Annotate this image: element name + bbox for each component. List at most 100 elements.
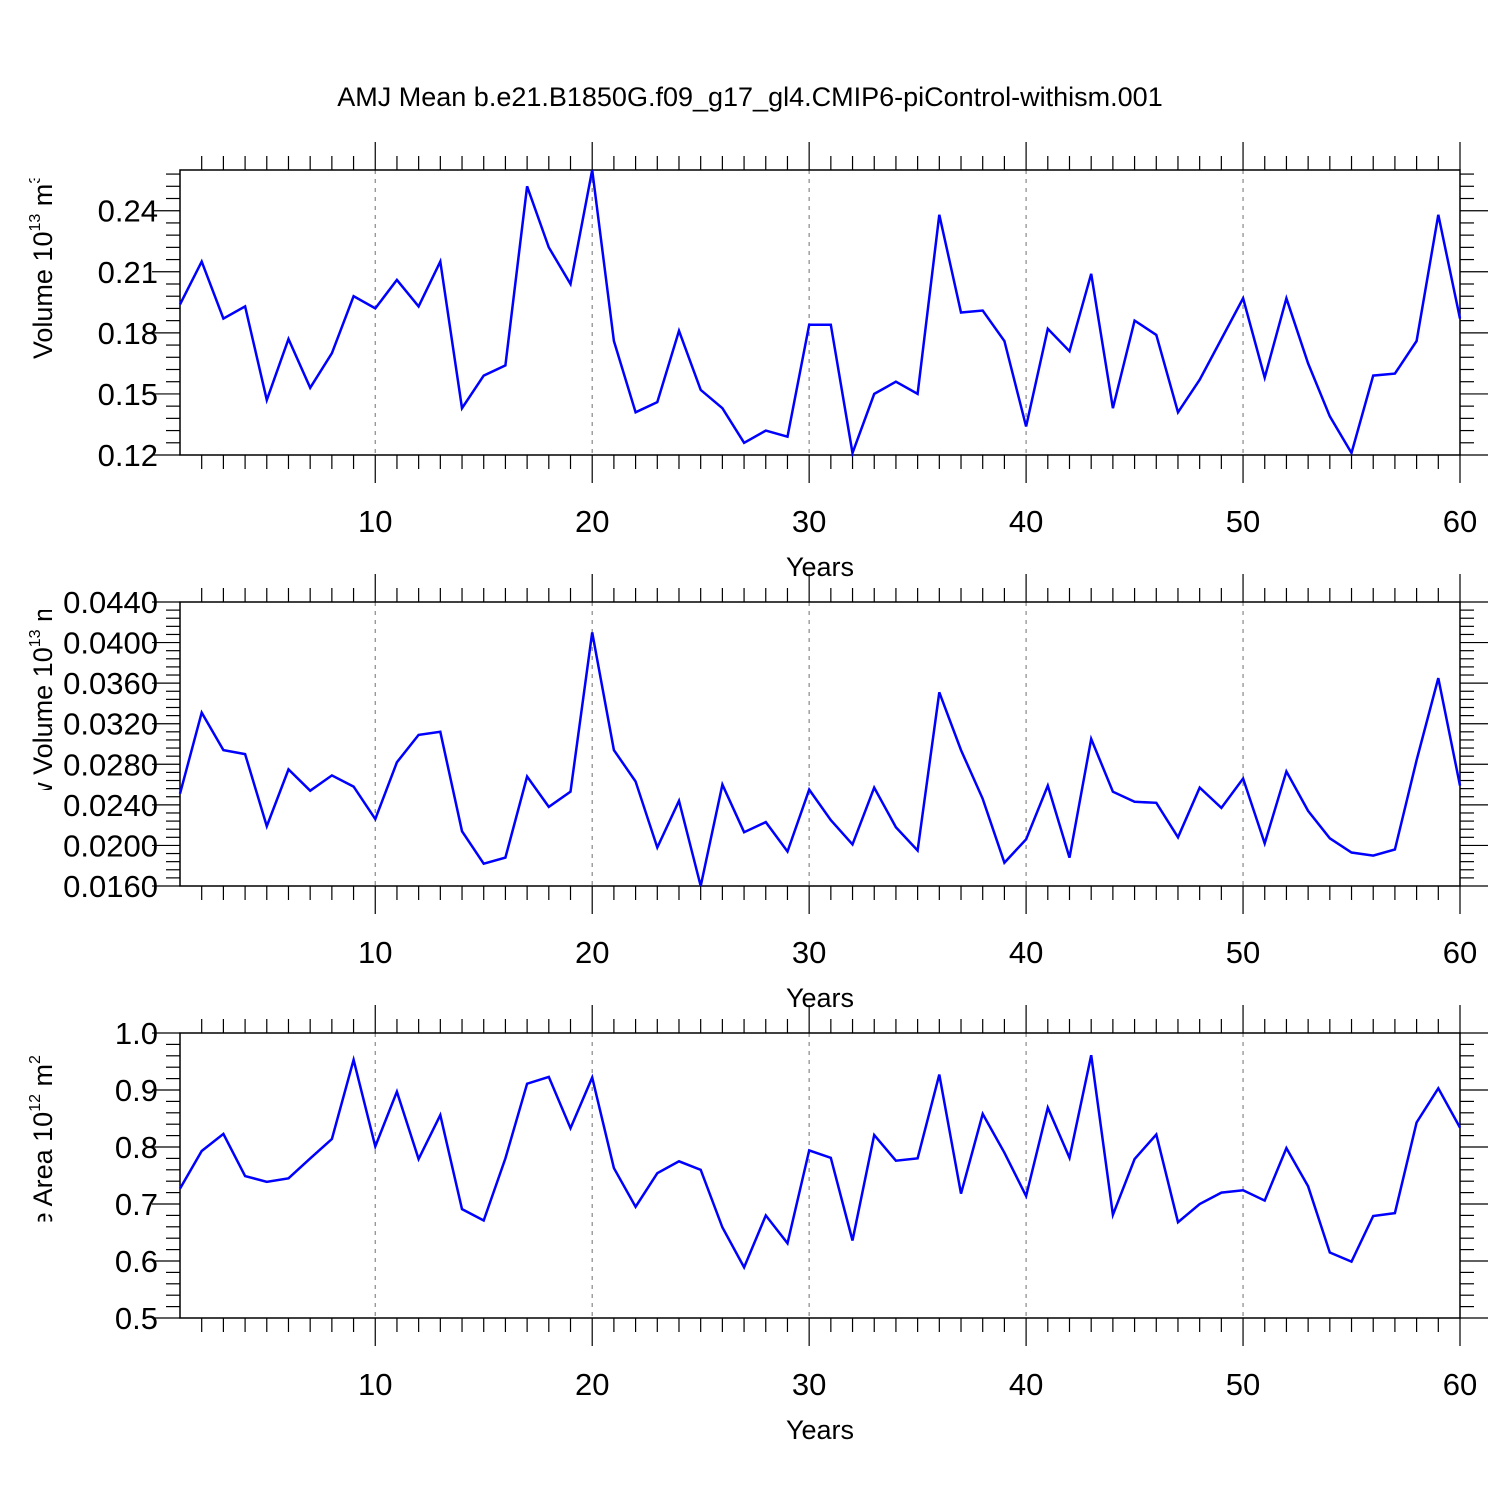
data-point (1286, 1147, 1288, 1149)
data-point (765, 430, 767, 432)
x-tick-label: 40 (1009, 1367, 1043, 1402)
data-point (591, 1077, 593, 1079)
data-point (309, 790, 311, 792)
data-point (873, 393, 875, 395)
data-point (244, 1175, 246, 1177)
y-tick-label: 0.0160 (63, 869, 158, 904)
data-point (483, 1220, 485, 1222)
data-point (1134, 320, 1136, 322)
data-point (461, 830, 463, 832)
data-point (505, 857, 507, 859)
data-point (678, 800, 680, 802)
data-point (1416, 1122, 1418, 1124)
data-point (939, 691, 941, 693)
y-tick-label: 0.0440 (63, 585, 158, 620)
data-point (787, 436, 789, 438)
y-tick-label: 0.5 (115, 1301, 158, 1336)
y-tick-label: 0.0360 (63, 666, 158, 701)
data-point (179, 793, 181, 795)
x-axis-label: Years (786, 552, 854, 582)
panel-3: 10 20 30 40 50 60 0.5 0.6 0.7 0.8 0.9 1.0 Years GIN I… (27, 1005, 1488, 1445)
data-point (700, 1169, 702, 1171)
x-tick-label: 20 (575, 1367, 609, 1402)
data-point (1221, 1192, 1223, 1194)
data-point (1025, 426, 1027, 428)
data-point (743, 442, 745, 444)
x-tick-label: 60 (1443, 935, 1477, 970)
data-point (1394, 1212, 1396, 1214)
data-point (635, 781, 637, 783)
data-point (613, 340, 615, 342)
data-point (396, 279, 398, 281)
data-point (179, 304, 181, 306)
data-point (743, 831, 745, 833)
data-point (418, 734, 420, 736)
data-point (960, 312, 962, 314)
data-point (830, 324, 832, 326)
data-point (1329, 838, 1331, 840)
data-point (787, 1243, 789, 1245)
panel-2: 10 20 30 40 50 60 0.0160 0.0200 0.0240 0.0280 0.03… (27, 574, 1488, 1013)
data-point (374, 308, 376, 310)
data-point (1090, 738, 1092, 740)
data-point (678, 330, 680, 332)
x-tick-label: 20 (575, 504, 609, 539)
data-point (1090, 1054, 1092, 1056)
data-point (1004, 1152, 1006, 1154)
data-point (483, 863, 485, 865)
data-point (722, 784, 724, 786)
data-point (1264, 1200, 1266, 1202)
data-point (960, 749, 962, 751)
data-point (396, 761, 398, 763)
data-point (743, 1266, 745, 1268)
data-point (700, 885, 702, 887)
x-tick-label: 10 (358, 935, 392, 970)
data-point (982, 1113, 984, 1115)
data-point (656, 401, 658, 403)
data-point (895, 1160, 897, 1162)
data-point (570, 283, 572, 285)
data-point (201, 261, 203, 263)
data-point (440, 261, 442, 263)
data-point (960, 1193, 962, 1195)
data-point (505, 365, 507, 367)
data-point (917, 393, 919, 395)
data-point (1025, 839, 1027, 841)
data-point (1351, 452, 1353, 454)
data-point (266, 1181, 268, 1183)
x-tick-label: 20 (575, 935, 609, 970)
data-point (917, 1158, 919, 1160)
panel-1: 10 20 30 40 50 60 0.12 0.15 0.18 0.21 0.24 Years GIN… (27, 142, 1488, 582)
data-point (1394, 373, 1396, 375)
data-point (396, 1091, 398, 1093)
data-point (765, 821, 767, 823)
data-point (1307, 1186, 1309, 1188)
data-point (1459, 785, 1461, 787)
x-tick-label: 50 (1226, 504, 1260, 539)
data-point (483, 375, 485, 377)
series-line (178, 1054, 1462, 1271)
data-point (288, 1178, 290, 1180)
data-point (939, 214, 941, 216)
x-tick-label: 60 (1443, 1367, 1477, 1402)
data-point (700, 389, 702, 391)
x-axis-label: Years (786, 1415, 854, 1445)
y-tick-label: 0.12 (98, 438, 158, 473)
data-point (353, 1059, 355, 1061)
data-point (635, 1206, 637, 1208)
data-point (1416, 340, 1418, 342)
data-point (1177, 411, 1179, 413)
y-tick-label: 0.24 (98, 194, 158, 229)
data-point (374, 818, 376, 820)
x-tick-label: 40 (1009, 504, 1043, 539)
data-point (591, 632, 593, 634)
data-point (461, 407, 463, 409)
y-axis-label: GIN Ice Volume 1013 m3 (27, 175, 58, 458)
data-point (1307, 363, 1309, 365)
data-point (1329, 416, 1331, 418)
y-axis-label: GIN Ice Area 1012 m2 (27, 1055, 58, 1304)
series-line (178, 632, 1462, 887)
data-point (418, 306, 420, 308)
data-point (201, 1150, 203, 1152)
